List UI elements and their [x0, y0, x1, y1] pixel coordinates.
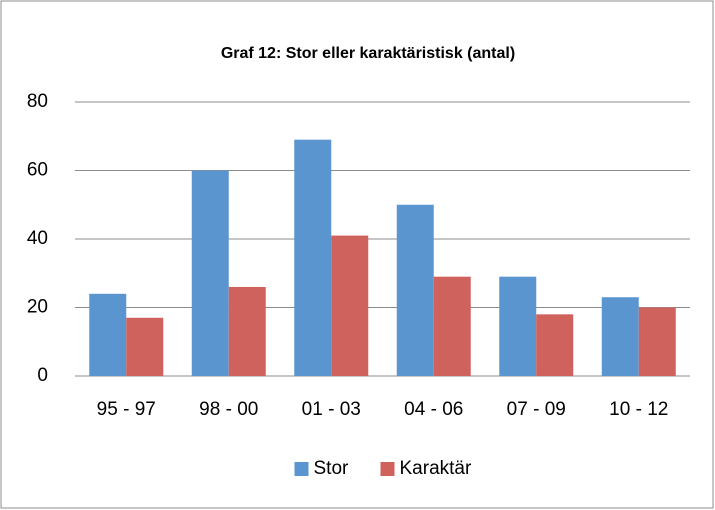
bar — [396, 204, 434, 376]
bar — [499, 276, 537, 376]
x-tick-label: 07 - 09 — [507, 399, 566, 420]
chart-title: Graf 12: Stor eller karaktäristisk (anta… — [221, 45, 515, 62]
x-tick-label: 95 - 97 — [97, 399, 156, 420]
legend-swatch — [294, 462, 309, 476]
y-tick-label: 60 — [27, 160, 48, 181]
bar — [331, 235, 369, 376]
y-tick-label: 0 — [37, 365, 48, 386]
x-tick-label: 10 - 12 — [609, 399, 668, 420]
bar — [536, 314, 574, 376]
legend-label: Stor — [314, 458, 350, 479]
y-tick-label: 20 — [27, 297, 48, 318]
bar — [601, 297, 639, 376]
bar — [638, 307, 676, 376]
legend-label: Karaktär — [400, 458, 472, 479]
legend-swatch — [380, 462, 395, 476]
x-tick-label: 98 - 00 — [199, 399, 258, 420]
bar — [191, 170, 229, 376]
y-tick-label: 40 — [27, 228, 48, 249]
bar — [89, 293, 127, 376]
bar — [433, 276, 471, 376]
x-tick-label: 01 - 03 — [302, 399, 361, 420]
bar — [228, 286, 266, 376]
y-tick-label: 80 — [27, 91, 48, 112]
x-tick-label: 04 - 06 — [404, 399, 463, 420]
bar — [294, 139, 332, 376]
bar — [126, 317, 164, 376]
